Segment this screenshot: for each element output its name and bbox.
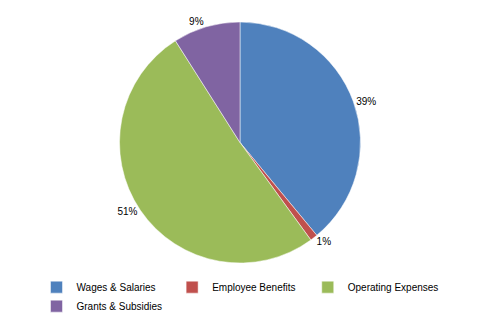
svg-text:51%: 51%	[117, 206, 137, 217]
svg-text:Grants & Subsidies: Grants & Subsidies	[77, 301, 163, 312]
svg-text:39%: 39%	[356, 96, 376, 107]
svg-text:Employee Benefits: Employee Benefits	[212, 282, 295, 293]
svg-text:1%: 1%	[317, 236, 332, 247]
svg-text:9%: 9%	[189, 16, 204, 27]
svg-text:Wages & Salaries: Wages & Salaries	[77, 282, 156, 293]
svg-text:Operating Expenses: Operating Expenses	[348, 282, 439, 293]
